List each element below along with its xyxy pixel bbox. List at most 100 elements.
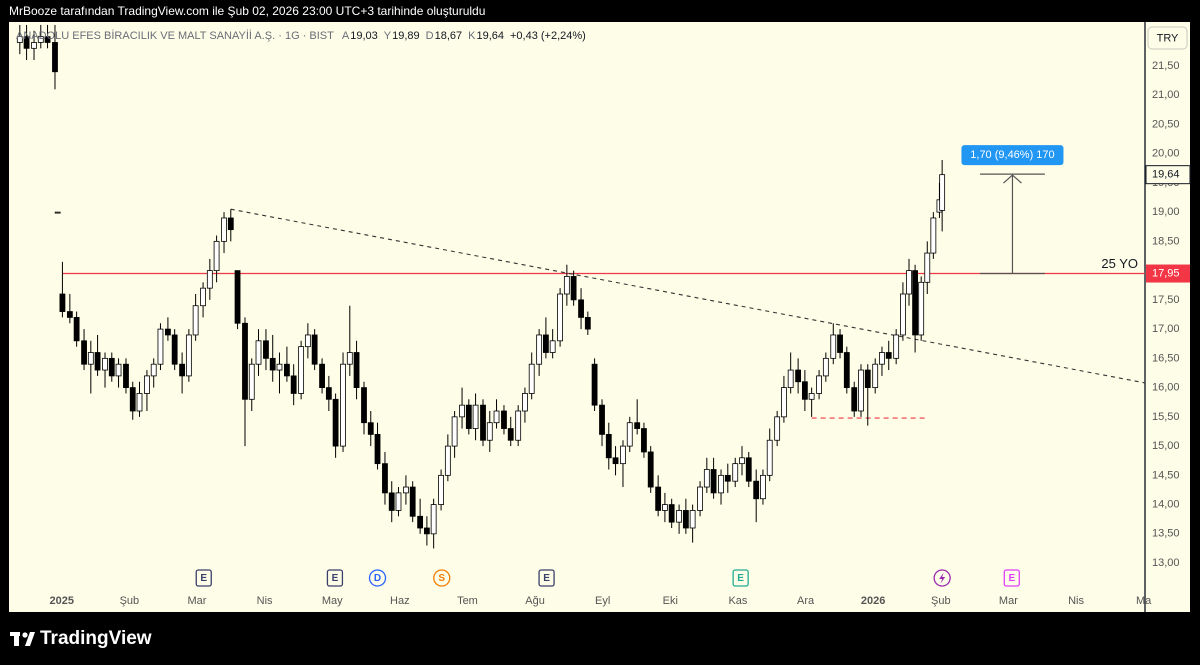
candle-body [766,439,773,476]
event-icon[interactable] [368,569,387,587]
candle-body [912,270,918,336]
ohlc-key: A [342,30,350,42]
candle-body [549,340,556,353]
event-icon[interactable] [433,569,451,587]
candle-body [703,469,710,488]
candle-body [668,504,675,523]
level-price-box [1146,264,1190,283]
y-tick-label: 13,50 [1152,528,1180,540]
candle-body [501,410,507,429]
change: +0,43 (+2,24%) [510,30,586,42]
candle-body [409,486,416,517]
candle-body [290,375,297,394]
candle-body [31,42,37,49]
trendline [230,208,1145,384]
x-tick-label: 2025 [50,595,74,607]
candle-body [227,217,234,231]
candle-body [451,416,458,447]
x-tick-label: Tem [457,595,478,607]
candle-body [557,293,563,342]
candle-body [213,240,220,272]
candle-body [16,36,23,43]
y-tick-label: 16,00 [1152,382,1180,394]
event-icon [732,569,749,587]
event-label: E [332,573,339,584]
candle-body [221,217,227,242]
candle-body [52,42,58,73]
candle-body [157,328,164,365]
candle-body [417,515,424,529]
logo [10,632,35,646]
candle-body [276,363,283,371]
candle-body [682,510,689,529]
chart-background [9,22,1190,612]
candle-body [108,357,115,377]
candle-body [206,270,213,289]
y-tick-label: 17,00 [1152,323,1180,335]
candle-body [248,363,255,400]
candle-body [284,363,290,377]
y-tick-label: 13,00 [1152,557,1180,569]
x-tick-label: Kas [728,595,747,607]
candle-body [123,363,129,389]
candle-body [382,463,388,494]
candle-body [361,387,367,424]
candle-body [599,404,605,435]
x-tick-label: Mar [999,595,1018,607]
plot [16,24,1145,549]
candle-body [879,352,885,365]
event-label: E [1008,573,1015,584]
candle-body [918,281,925,336]
candle-body [808,393,815,400]
x-tick-label: Ağu [525,595,545,607]
event-label: E [737,573,744,584]
currency-box[interactable] [1147,26,1188,50]
candle-body [816,375,822,394]
event-icon [538,569,555,587]
candle-body [843,352,850,389]
candle-body [753,480,760,500]
candle-body [144,375,150,394]
candle-body [822,357,829,377]
candle-body [724,474,731,482]
candle-body [900,293,906,336]
candle-body [374,433,381,465]
candle-body [536,334,543,365]
candle-body [200,287,206,307]
candle-body [480,404,486,441]
event-icon [1003,569,1020,587]
y-tick-label: 21,50 [1152,60,1180,72]
candle-body [459,404,465,418]
candle-body [136,393,143,412]
candle-body [570,276,577,301]
level-text: 25 YO [1101,256,1138,271]
candle-body [787,369,794,389]
x-tick-label: Eyl [595,595,610,607]
candle-body [760,474,766,500]
caption: MrBooze tarafından TradingView.com ile Ş… [9,4,485,18]
candle-body [718,474,724,494]
candle-body [171,334,178,365]
brand: TradingView [40,628,152,649]
candle-body [59,293,66,312]
candle-body [129,387,136,412]
x-tick-label: Şub [120,595,140,607]
candle-body [739,457,745,465]
ohlc-key: D [426,30,434,42]
candle-body [801,381,808,400]
candle-body [332,398,339,447]
overlay: 13,00 13,50 14,00 14,50 15,00 15,50 16,00 16,50… [50,60,1191,607]
candle-body [732,463,739,482]
candle-body [885,352,892,359]
x-tick-label: Ma [1136,595,1152,607]
candle-body [87,352,94,365]
candle-body [710,469,717,494]
last-price: 19,64 [1152,169,1180,181]
y-tick-label: 14,50 [1152,469,1180,481]
candle-body [346,352,353,365]
ohlc-value: 19,64 [476,30,504,42]
candle-body [745,457,752,482]
event-label: S [438,573,445,584]
candle-body [774,416,781,441]
